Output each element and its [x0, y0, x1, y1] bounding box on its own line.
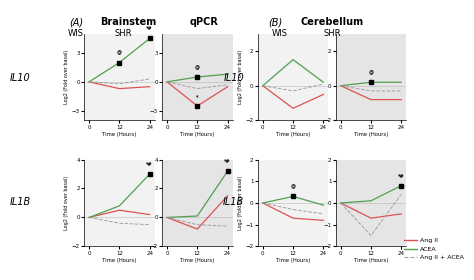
Text: (A): (A) — [69, 17, 83, 27]
Text: *#: *# — [398, 174, 405, 179]
Y-axis label: Log2 (Fold over basal): Log2 (Fold over basal) — [64, 50, 69, 104]
X-axis label: Time (Hours): Time (Hours) — [102, 132, 137, 137]
X-axis label: Time (Hours): Time (Hours) — [276, 132, 310, 137]
Y-axis label: Log2 (Fold over basal): Log2 (Fold over basal) — [237, 50, 243, 104]
Text: SHR: SHR — [115, 29, 132, 38]
Text: WIS: WIS — [68, 29, 84, 38]
Text: *#: *# — [146, 162, 153, 167]
Text: @: @ — [195, 65, 200, 70]
X-axis label: Time (Hours): Time (Hours) — [354, 132, 388, 137]
X-axis label: Time (Hours): Time (Hours) — [354, 258, 388, 263]
Text: IL10: IL10 — [223, 73, 244, 83]
Text: IL10: IL10 — [10, 73, 31, 83]
Text: Brainstem: Brainstem — [100, 17, 156, 27]
Legend: Ang II, ACEA, Ang II + ACEA: Ang II, ACEA, Ang II + ACEA — [401, 235, 466, 263]
Text: IL1B: IL1B — [223, 197, 244, 207]
Text: @: @ — [117, 51, 122, 56]
X-axis label: Time (Hours): Time (Hours) — [180, 132, 215, 137]
Text: IL1B: IL1B — [9, 197, 31, 207]
Y-axis label: Log2 (Fold over basal): Log2 (Fold over basal) — [237, 176, 243, 230]
Text: *#: *# — [146, 27, 153, 31]
Text: qPCR: qPCR — [190, 17, 218, 27]
X-axis label: Time (Hours): Time (Hours) — [180, 258, 215, 263]
Text: SHR: SHR — [323, 29, 340, 38]
Text: *#: *# — [224, 159, 231, 164]
X-axis label: Time (Hours): Time (Hours) — [102, 258, 137, 263]
Text: *: * — [196, 94, 199, 99]
Text: @: @ — [291, 185, 296, 190]
Y-axis label: Log2 (Fold over basal): Log2 (Fold over basal) — [64, 176, 69, 230]
Text: Cerebellum: Cerebellum — [300, 17, 364, 27]
X-axis label: Time (Hours): Time (Hours) — [276, 258, 310, 263]
Text: (B): (B) — [268, 17, 282, 27]
Text: @: @ — [368, 70, 374, 75]
Text: WIS: WIS — [272, 29, 288, 38]
